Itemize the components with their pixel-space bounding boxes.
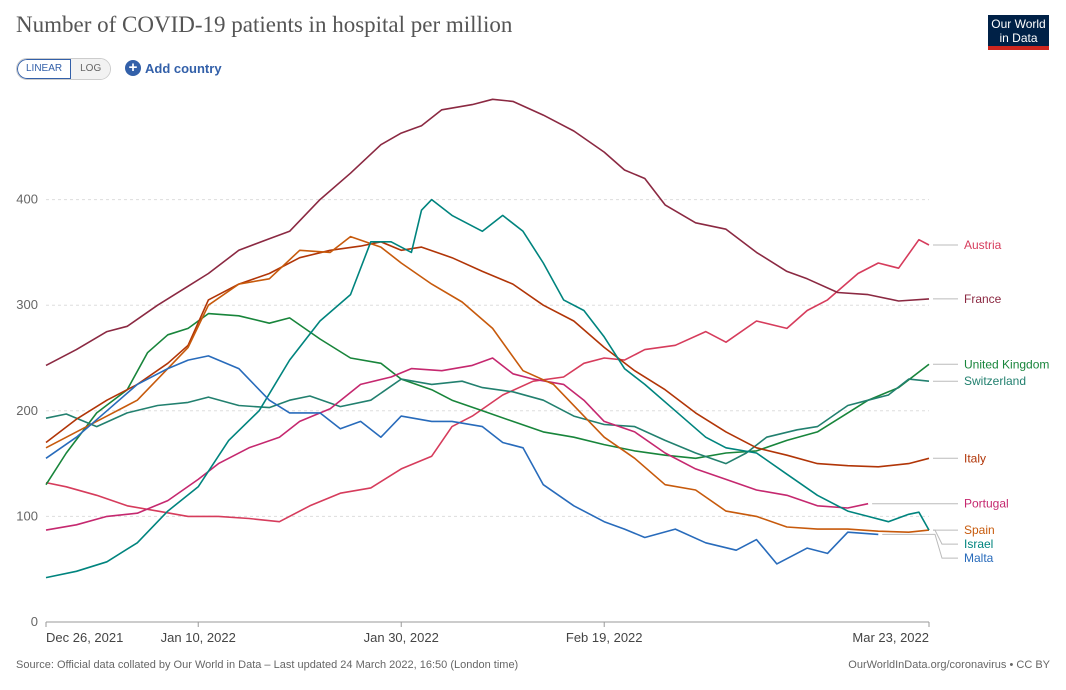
- series-line-spain: [45, 235, 930, 534]
- series-line-malta: [45, 355, 879, 565]
- chart-title: Number of COVID-19 patients in hospital …: [16, 12, 513, 37]
- legend-label-spain: Spain: [964, 523, 995, 537]
- y-tick-label: 200: [16, 403, 38, 418]
- add-country-button[interactable]: + Add country: [125, 58, 222, 78]
- legend-label-switzerland: Switzerland: [964, 374, 1026, 388]
- series-line-israel: [45, 198, 930, 579]
- legend-connector-israel: [933, 529, 958, 545]
- legend-layer: Austria France United Kingdom Switzerland It…: [872, 238, 1049, 565]
- x-tick-label: Dec 26, 2021: [46, 630, 123, 645]
- y-tick-label: 400: [16, 192, 38, 207]
- y-tick-label: 300: [16, 297, 38, 312]
- add-country-label: Add country: [145, 60, 222, 76]
- scale-toggle: LINEAR LOG: [16, 58, 112, 80]
- legend-label-portugal: Portugal: [964, 497, 1009, 511]
- series-line-france: [45, 98, 930, 367]
- legend-label-malta: Malta: [964, 551, 994, 565]
- legend-label-austria: Austria: [964, 238, 1002, 252]
- legend-label-italy: Italy: [964, 451, 986, 465]
- y-tick-label: 0: [31, 614, 38, 629]
- series-line-italy: [45, 241, 930, 468]
- logo-line2: in Data: [999, 31, 1038, 45]
- logo-line1: Our World: [991, 17, 1046, 31]
- series-line-switzerland: [45, 378, 930, 465]
- x-tick-label: Jan 10, 2022: [161, 630, 236, 645]
- series-layer: [45, 98, 930, 579]
- credit-note: OurWorldInData.org/coronavirus • CC BY: [848, 659, 1050, 671]
- series-line-united-kingdom: [45, 312, 930, 486]
- legend-label-united-kingdom: United Kingdom: [964, 357, 1049, 371]
- legend-connector-malta: [882, 533, 958, 559]
- log-scale-button[interactable]: LOG: [71, 59, 111, 79]
- axis-layer: 0 100 200 300 400 Dec 26, 2021 Jan 10, 2022 Jan…: [16, 192, 930, 645]
- x-tick-label: Jan 30, 2022: [364, 630, 439, 645]
- legend-label-israel: Israel: [964, 537, 993, 551]
- linear-scale-button[interactable]: LINEAR: [17, 59, 72, 79]
- source-note: Source: Official data collated by Our Wo…: [16, 659, 519, 671]
- series-line-portugal: [45, 357, 869, 531]
- series-line-austria: [45, 238, 930, 523]
- x-tick-label: Mar 23, 2022: [852, 630, 929, 645]
- plus-circle-icon: +: [125, 60, 141, 76]
- owid-logo[interactable]: Our World in Data: [988, 15, 1049, 50]
- x-tick-label: Feb 19, 2022: [566, 630, 643, 645]
- y-tick-label: 100: [16, 508, 38, 523]
- legend-label-france: France: [964, 292, 1002, 306]
